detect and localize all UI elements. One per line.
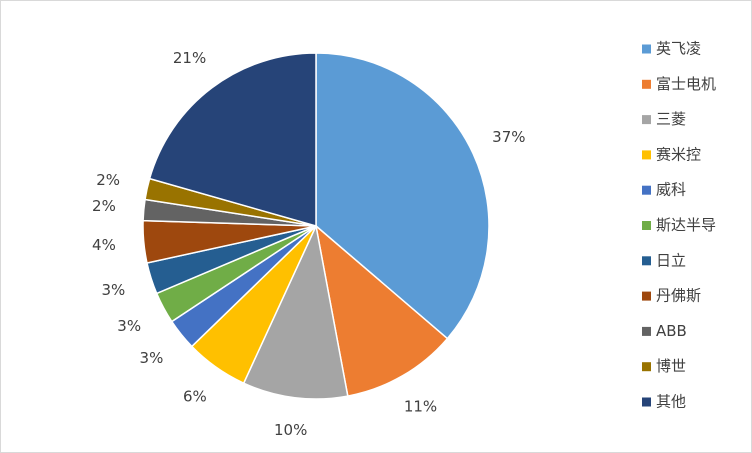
legend-marker <box>642 185 651 195</box>
data-label: 6% <box>183 388 207 406</box>
legend-marker <box>642 397 651 407</box>
pie-slice <box>148 52 317 227</box>
legend-label: 博世 <box>656 357 686 375</box>
legend-label: 丹佛斯 <box>656 287 701 305</box>
legend-label: 富士电机 <box>656 75 716 93</box>
pie-slice <box>315 52 490 340</box>
legend-marker <box>642 291 651 301</box>
pie-slice <box>314 224 449 397</box>
legend-label: 斯达半导 <box>656 216 716 234</box>
legend-label: 其他 <box>656 393 686 411</box>
pie-slice <box>242 223 349 400</box>
legend-marker <box>642 150 651 160</box>
data-label: 10% <box>274 421 307 439</box>
legend-label: 英飞凌 <box>656 40 701 58</box>
legend-label: 威科 <box>656 181 686 199</box>
data-label: 2% <box>92 197 116 215</box>
data-label: 2% <box>96 171 120 189</box>
legend-marker <box>642 326 651 336</box>
legend-marker <box>642 221 651 230</box>
legend-marker <box>642 362 651 372</box>
data-label: 3% <box>140 349 164 367</box>
legend-marker <box>642 44 651 54</box>
data-label: 3% <box>101 281 125 299</box>
legend-marker <box>642 79 651 89</box>
legend-marker <box>642 115 651 125</box>
legend-label: 赛米控 <box>656 145 701 163</box>
data-label: 37% <box>492 128 525 146</box>
data-label: 3% <box>117 317 141 335</box>
data-label: 4% <box>92 236 116 254</box>
data-label: 21% <box>173 49 206 67</box>
legend-marker <box>642 256 651 266</box>
data-label: 11% <box>404 397 437 415</box>
legend-label: 日立 <box>656 251 686 269</box>
legend-label: ABB <box>656 322 687 340</box>
legend-label: 三菱 <box>656 110 686 128</box>
